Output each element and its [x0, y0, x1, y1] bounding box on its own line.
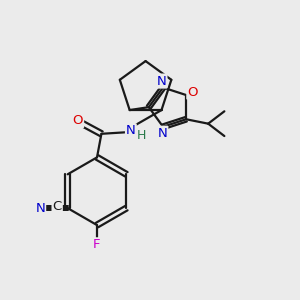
Text: C: C [52, 200, 62, 213]
Text: N: N [126, 124, 136, 137]
Text: N: N [158, 127, 167, 140]
Text: F: F [93, 238, 101, 251]
Text: H: H [137, 129, 146, 142]
Text: N: N [35, 202, 45, 215]
Text: N: N [157, 75, 166, 88]
Text: O: O [187, 85, 198, 99]
Text: O: O [73, 114, 83, 127]
